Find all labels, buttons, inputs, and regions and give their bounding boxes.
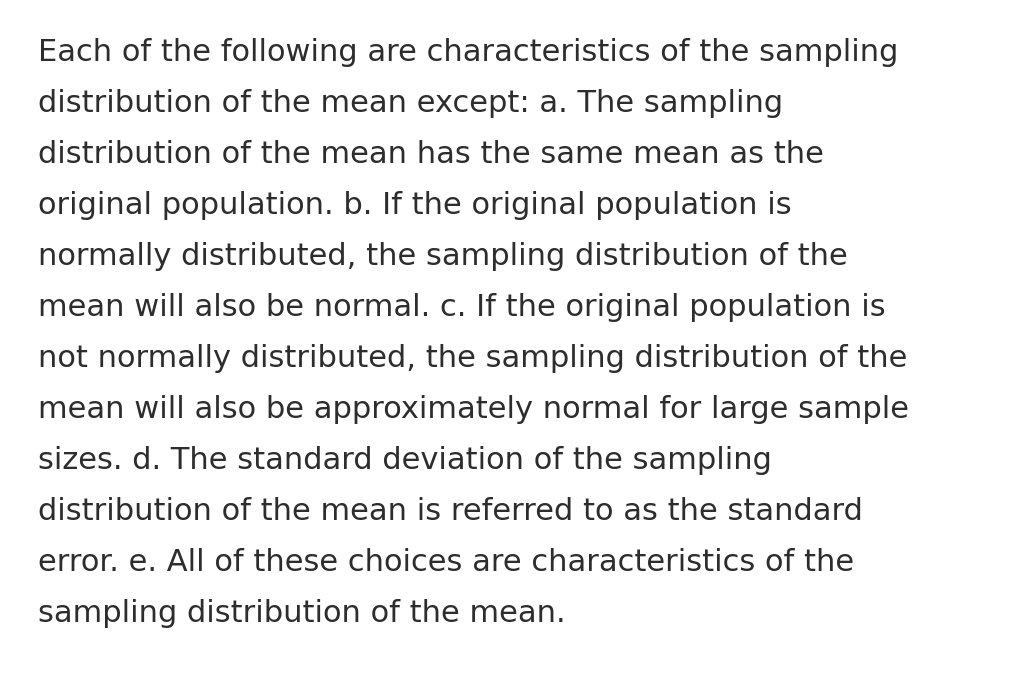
Text: sizes. d. The standard deviation of the sampling: sizes. d. The standard deviation of the … <box>38 446 772 475</box>
Text: distribution of the mean except: a. The sampling: distribution of the mean except: a. The … <box>38 89 783 118</box>
Text: distribution of the mean is referred to as the standard: distribution of the mean is referred to … <box>38 497 863 526</box>
Text: mean will also be approximately normal for large sample: mean will also be approximately normal f… <box>38 395 909 424</box>
Text: not normally distributed, the sampling distribution of the: not normally distributed, the sampling d… <box>38 344 907 373</box>
Text: sampling distribution of the mean.: sampling distribution of the mean. <box>38 599 565 628</box>
Text: mean will also be normal. c. If the original population is: mean will also be normal. c. If the orig… <box>38 293 886 322</box>
Text: error. e. All of these choices are characteristics of the: error. e. All of these choices are chara… <box>38 548 854 577</box>
Text: original population. b. If the original population is: original population. b. If the original … <box>38 191 792 220</box>
Text: Each of the following are characteristics of the sampling: Each of the following are characteristic… <box>38 38 898 67</box>
Text: normally distributed, the sampling distribution of the: normally distributed, the sampling distr… <box>38 242 848 271</box>
Text: distribution of the mean has the same mean as the: distribution of the mean has the same me… <box>38 140 824 169</box>
